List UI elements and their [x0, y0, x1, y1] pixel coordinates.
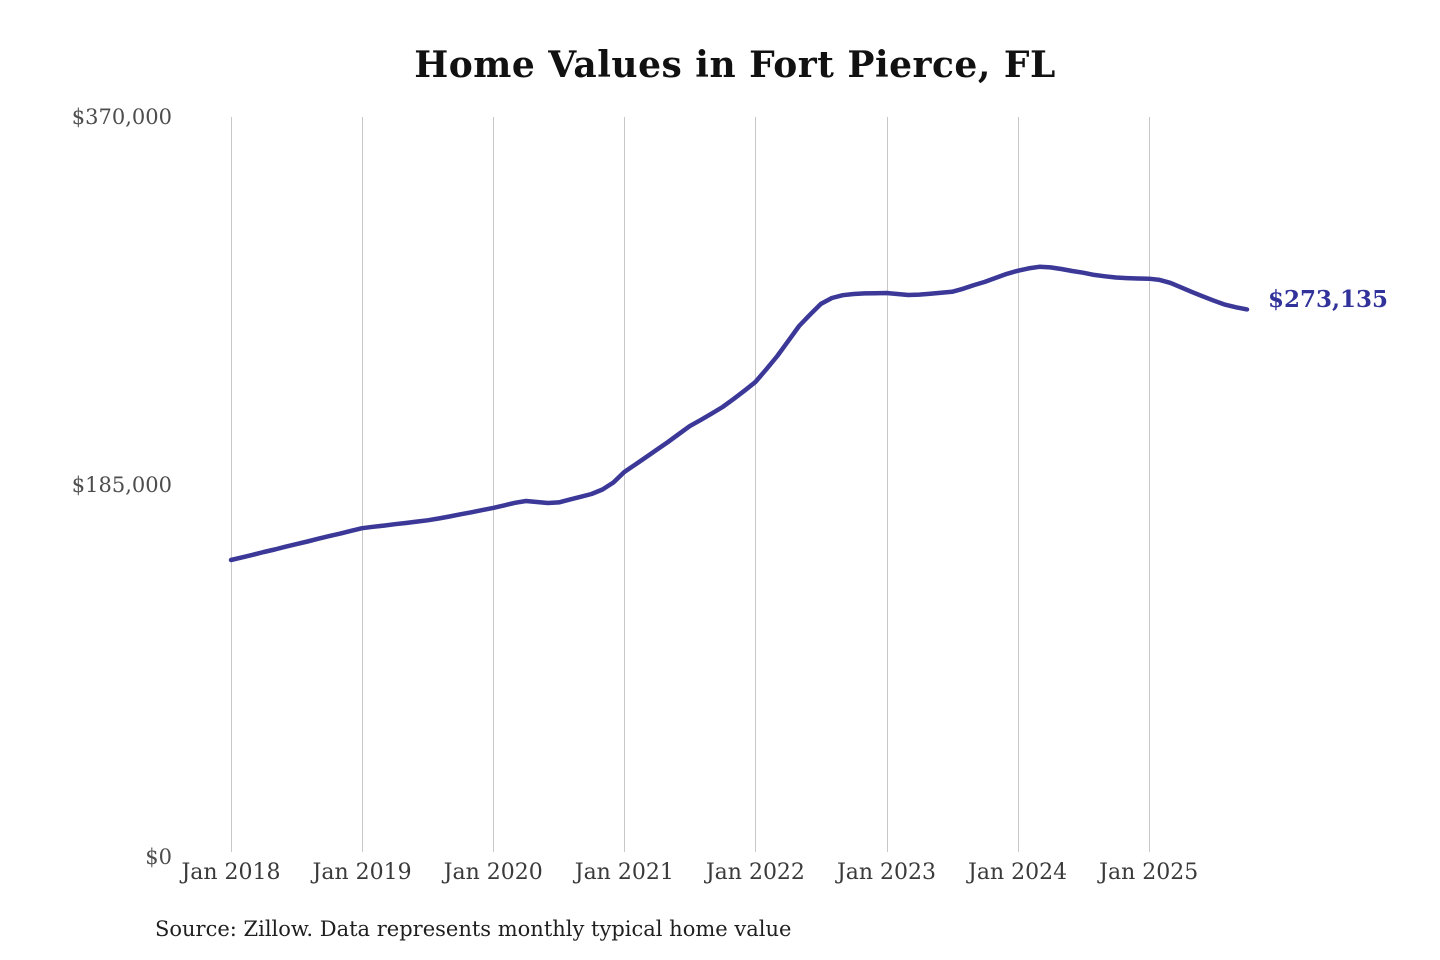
x-axis-tick-label: Jan 2023 — [836, 860, 937, 885]
y-axis-tick-label: $370,000 — [71, 105, 172, 129]
gridline — [755, 117, 757, 852]
gridline — [493, 117, 495, 852]
source-note: Source: Zillow. Data represents monthly … — [155, 917, 792, 941]
x-axis-tick-label: Jan 2020 — [443, 860, 543, 885]
x-axis-tick-label: Jan 2019 — [312, 860, 412, 885]
x-axis-tick-label: Jan 2018 — [181, 860, 281, 885]
x-axis-tick-label: Jan 2021 — [574, 860, 674, 885]
y-axis-tick-label: $0 — [145, 845, 172, 869]
y-axis-tick-label: $185,000 — [71, 472, 172, 497]
gridline — [231, 117, 232, 852]
x-axis-tick-label: Jan 2025 — [1099, 860, 1199, 885]
chart-title: Home Values in Fort Pierce, FL — [414, 44, 1056, 86]
gridline — [624, 117, 626, 852]
gridline — [1017, 117, 1019, 852]
gridline — [362, 117, 364, 852]
gridline — [1148, 117, 1150, 852]
x-axis-tick-label: Jan 2024 — [968, 860, 1068, 885]
x-axis-tick-label: Jan 2022 — [705, 860, 805, 885]
final-value-label: $273,135 — [1268, 286, 1389, 314]
gridline — [886, 117, 888, 852]
